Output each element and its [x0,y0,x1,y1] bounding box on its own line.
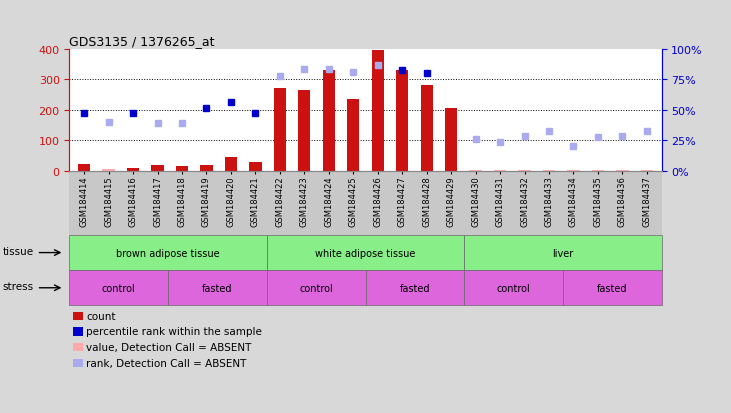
Text: GDS3135 / 1376265_at: GDS3135 / 1376265_at [69,35,215,47]
Text: control: control [496,283,531,293]
Bar [249,162,262,171]
Bar [127,169,139,171]
Bar [420,86,433,171]
Bar [371,51,384,171]
Text: tissue: tissue [2,246,34,256]
Text: percentile rank within the sample: percentile rank within the sample [86,327,262,337]
Bar [273,89,286,171]
Bar [322,71,335,171]
Text: control: control [299,283,333,293]
Text: liver: liver [552,248,574,258]
Text: fasted: fasted [202,283,232,293]
Text: fasted: fasted [597,283,627,293]
Bar [200,165,213,171]
Bar [225,158,237,171]
Bar [298,91,311,171]
Text: white adipose tissue: white adipose tissue [315,248,416,258]
Bar [445,109,458,171]
Bar [176,167,188,171]
Bar [396,71,409,171]
Bar [78,165,90,171]
Bar [151,166,164,171]
Text: control: control [102,283,136,293]
Bar [102,170,115,171]
Text: brown adipose tissue: brown adipose tissue [116,248,220,258]
Text: count: count [86,311,115,321]
Bar [347,100,360,171]
Text: rank, Detection Call = ABSENT: rank, Detection Call = ABSENT [86,358,246,368]
Text: value, Detection Call = ABSENT: value, Detection Call = ABSENT [86,342,251,352]
Text: stress: stress [2,281,34,291]
Bar [494,170,506,171]
Text: fasted: fasted [400,283,430,293]
